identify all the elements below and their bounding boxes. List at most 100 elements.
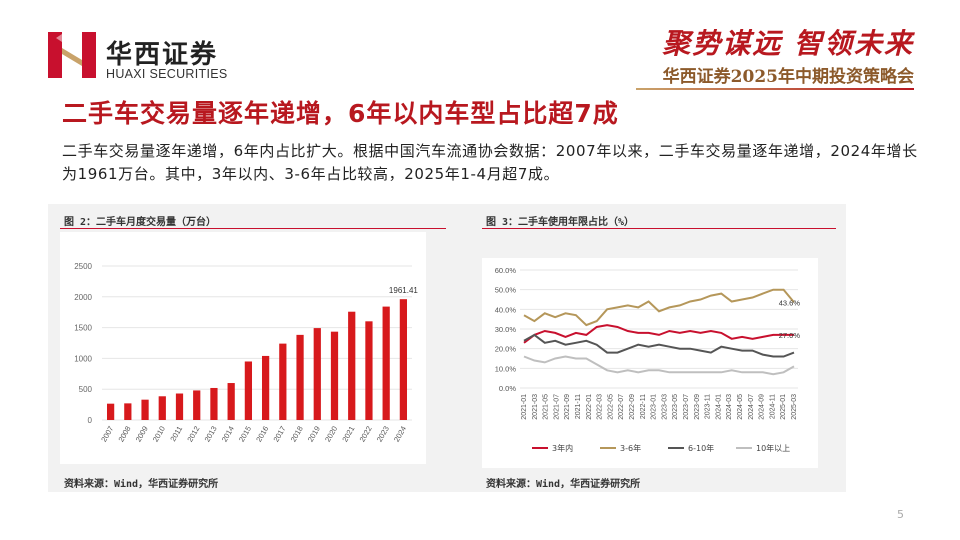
x-tick-label: 2025-03 (791, 394, 798, 420)
x-tick-label: 2023-03 (661, 394, 668, 420)
y-tick-label: 40.0% (495, 305, 517, 314)
fig2-source: 资料来源：Wind，华西证券研究所 (64, 479, 219, 490)
y-tick-label: 500 (79, 385, 93, 394)
bar-chart: 0 500 1000 1500 2000 2500 2007 2008 2009 2010 2011… (60, 232, 426, 464)
x-tick-label: 2022-01 (586, 394, 593, 420)
x-tick-label: 2019 (306, 425, 322, 444)
x-tick-label: 2021-05 (543, 394, 550, 420)
fig2-rule (60, 228, 446, 229)
data-label: 1961.41 (389, 286, 418, 295)
bar (158, 396, 166, 420)
x-tick-label: 2025-01 (780, 394, 787, 420)
bar (365, 321, 373, 420)
end-value-label: 27.0% (779, 331, 801, 340)
x-tick-label: 2021-01 (521, 394, 528, 420)
x-tick-label: 2021 (340, 425, 356, 444)
legend-label: 3-6年 (620, 443, 641, 453)
x-tick-label: 2010 (151, 425, 167, 444)
x-tick-label: 2021-09 (564, 394, 571, 420)
bar (313, 328, 321, 420)
x-tick-label: 2014 (220, 425, 236, 444)
x-tick-label: 2011 (168, 425, 184, 443)
legend-label: 6-10年 (688, 443, 714, 453)
x-tick-label: 2023-11 (705, 394, 712, 419)
y-tick-label: 20.0% (495, 345, 517, 354)
bar (279, 343, 287, 420)
series-line (523, 288, 795, 327)
x-tick-label: 2007 (99, 425, 115, 444)
bar (348, 311, 356, 420)
x-tick-label: 2022-05 (607, 394, 614, 420)
legend-label: 10年以上 (756, 443, 790, 453)
page-number: 5 (897, 508, 904, 521)
slide-summary: 二手车交易量逐年递增，6年内占比扩大。根据中国汽车流通协会数据：2007年以来，… (62, 142, 918, 183)
y-tick-label: 30.0% (495, 325, 517, 334)
bar (244, 361, 253, 420)
x-tick-label: 2022-03 (597, 394, 604, 420)
series-line (523, 324, 794, 344)
x-tick-label: 2024-09 (759, 394, 766, 420)
bar (330, 331, 339, 420)
x-tick-label: 2013 (203, 425, 219, 444)
y-tick-label: 2500 (74, 262, 92, 271)
series-line (523, 355, 795, 376)
line-chart: 0.0% 10.0% 20.0% 30.0% 40.0% 50.0% 60.0% 2021-0… (482, 258, 818, 468)
y-tick-label: 50.0% (495, 286, 517, 295)
y-tick-label: 1000 (74, 354, 92, 363)
series-line (523, 333, 795, 358)
fig3-rule (482, 228, 836, 229)
fig2-title: 图 2：二手车月度交易量（万台） (64, 217, 217, 228)
x-tick-label: 2023-01 (651, 394, 658, 420)
x-tick-label: 2022-09 (629, 394, 636, 420)
x-tick-label: 2020 (323, 425, 339, 444)
bar (261, 355, 270, 420)
bar (399, 299, 408, 420)
x-tick-label: 2022-11 (640, 394, 647, 419)
brand-name-en: HUAXI SECURITIES (106, 67, 228, 81)
x-tick-label: 2021-07 (553, 394, 560, 420)
x-tick-label: 2018 (289, 425, 305, 444)
bar (296, 334, 304, 420)
x-tick-label: 2023-05 (672, 394, 679, 420)
fig3-source: 资料来源：Wind，华西证券研究所 (486, 479, 641, 490)
legend-label: 3年内 (552, 443, 573, 453)
y-tick-label: 0 (88, 416, 93, 425)
bar (141, 399, 149, 420)
x-tick-label: 2008 (116, 425, 132, 444)
x-tick-label: 2024-07 (748, 394, 755, 420)
x-tick-label: 2015 (237, 425, 253, 444)
x-tick-label: 2024-03 (726, 394, 733, 420)
huaxi-logo-icon (48, 32, 96, 78)
conference-title: 华西证券2025年中期投资策略会 (662, 67, 914, 87)
y-tick-label: 0.0% (499, 384, 516, 393)
bar (124, 403, 132, 420)
x-tick-label: 2024-01 (715, 394, 722, 420)
fig3-title: 图 3：二手车使用年限占比（%） (486, 217, 635, 228)
x-tick-label: 2022-07 (618, 394, 625, 420)
x-tick-label: 2023-09 (694, 394, 701, 420)
bar (210, 387, 218, 420)
bar (227, 383, 235, 420)
x-tick-label: 2024 (392, 425, 408, 444)
x-tick-label: 2021-11 (575, 394, 582, 419)
brand-name: 华西证券 (106, 40, 219, 70)
y-tick-label: 10.0% (495, 364, 517, 373)
x-tick-label: 2022 (358, 425, 374, 444)
bar (175, 393, 184, 420)
slogan: 聚势谋远 智领未来 (662, 27, 914, 60)
x-tick-label: 2016 (254, 425, 270, 444)
x-tick-label: 2017 (271, 425, 287, 444)
bar (193, 390, 201, 420)
slide-title: 二手车交易量逐年递增，6年以内车型占比超7成 (62, 99, 619, 128)
bar (106, 403, 115, 420)
x-tick-label: 2021-03 (532, 394, 539, 420)
x-tick-label: 2012 (185, 425, 201, 444)
bar (382, 306, 390, 420)
y-tick-label: 2000 (74, 293, 92, 302)
x-tick-label: 2009 (134, 425, 150, 444)
end-value-label: 43.6% (779, 298, 801, 307)
x-tick-label: 2024-11 (769, 394, 776, 419)
x-tick-label: 2024-05 (737, 394, 744, 420)
x-tick-label: 2023 (375, 425, 391, 444)
y-tick-label: 60.0% (495, 266, 517, 275)
